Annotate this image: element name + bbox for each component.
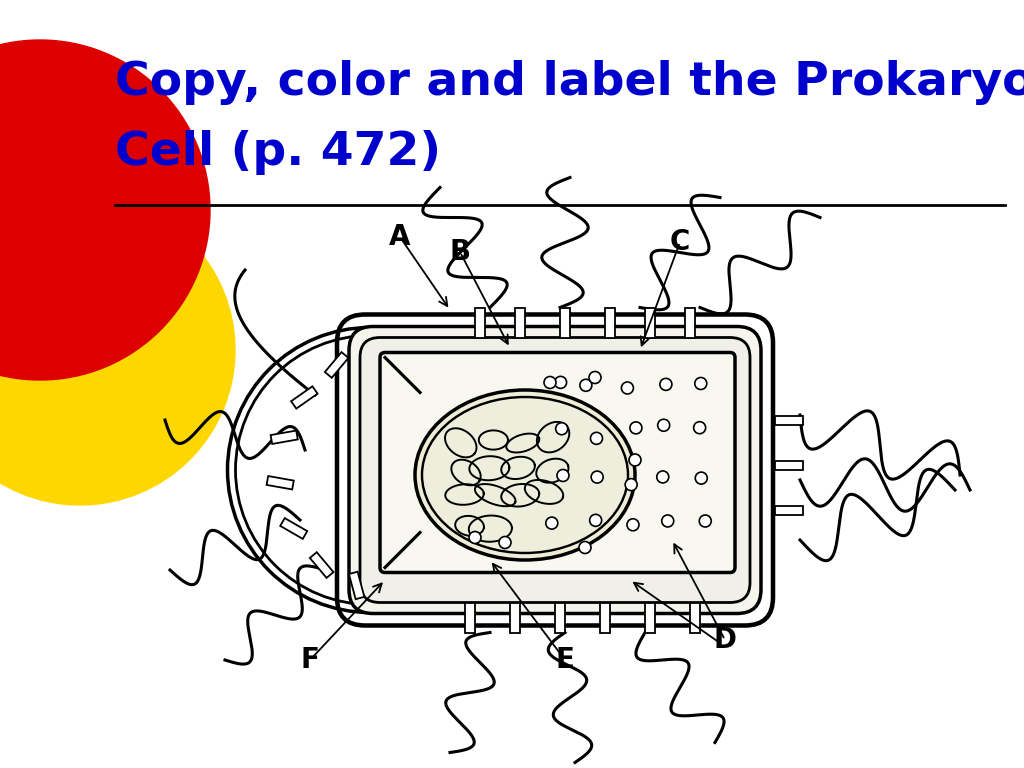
Polygon shape — [555, 603, 565, 633]
Polygon shape — [475, 307, 485, 337]
Circle shape — [544, 376, 556, 389]
Text: C: C — [670, 228, 690, 256]
Polygon shape — [690, 603, 700, 633]
Circle shape — [656, 471, 669, 483]
Circle shape — [591, 432, 602, 445]
Circle shape — [591, 471, 603, 483]
Polygon shape — [775, 505, 803, 515]
FancyBboxPatch shape — [360, 337, 750, 603]
Polygon shape — [325, 352, 348, 378]
Text: B: B — [450, 238, 471, 266]
Circle shape — [556, 422, 567, 435]
Polygon shape — [685, 307, 695, 337]
Circle shape — [695, 378, 707, 389]
Polygon shape — [349, 571, 365, 599]
Circle shape — [626, 478, 637, 491]
Polygon shape — [266, 476, 294, 489]
Circle shape — [657, 419, 670, 432]
Circle shape — [469, 531, 481, 544]
Circle shape — [580, 379, 592, 391]
Circle shape — [0, 195, 234, 505]
Circle shape — [622, 382, 634, 394]
Circle shape — [590, 515, 602, 526]
Polygon shape — [600, 603, 610, 633]
Ellipse shape — [422, 397, 628, 553]
FancyBboxPatch shape — [380, 353, 735, 572]
Ellipse shape — [415, 390, 635, 560]
Polygon shape — [645, 307, 655, 337]
Polygon shape — [310, 552, 334, 578]
Circle shape — [630, 422, 642, 434]
Polygon shape — [281, 518, 307, 539]
Polygon shape — [560, 307, 570, 337]
Circle shape — [557, 469, 569, 482]
Circle shape — [659, 379, 672, 390]
Circle shape — [629, 454, 641, 466]
Circle shape — [579, 541, 591, 554]
Polygon shape — [515, 307, 525, 337]
Text: Copy, color and label the Prokaryotic: Copy, color and label the Prokaryotic — [115, 60, 1024, 105]
Circle shape — [499, 537, 511, 548]
Text: E: E — [556, 646, 574, 674]
Circle shape — [662, 515, 674, 527]
Polygon shape — [465, 603, 475, 633]
Text: F: F — [301, 646, 319, 674]
Circle shape — [693, 422, 706, 434]
FancyBboxPatch shape — [349, 326, 761, 614]
Polygon shape — [645, 603, 655, 633]
Circle shape — [699, 515, 712, 527]
Polygon shape — [510, 603, 520, 633]
Circle shape — [589, 372, 601, 383]
Text: Cell (p. 472): Cell (p. 472) — [115, 130, 441, 175]
Circle shape — [0, 40, 210, 380]
Circle shape — [555, 376, 566, 389]
Polygon shape — [605, 307, 615, 337]
Polygon shape — [775, 461, 803, 469]
Polygon shape — [775, 415, 803, 425]
Circle shape — [627, 518, 639, 531]
FancyBboxPatch shape — [337, 315, 773, 625]
Text: D: D — [714, 626, 736, 654]
Polygon shape — [270, 431, 298, 444]
Text: A: A — [389, 223, 411, 251]
Polygon shape — [291, 386, 317, 409]
Circle shape — [695, 472, 708, 484]
Circle shape — [546, 517, 558, 529]
